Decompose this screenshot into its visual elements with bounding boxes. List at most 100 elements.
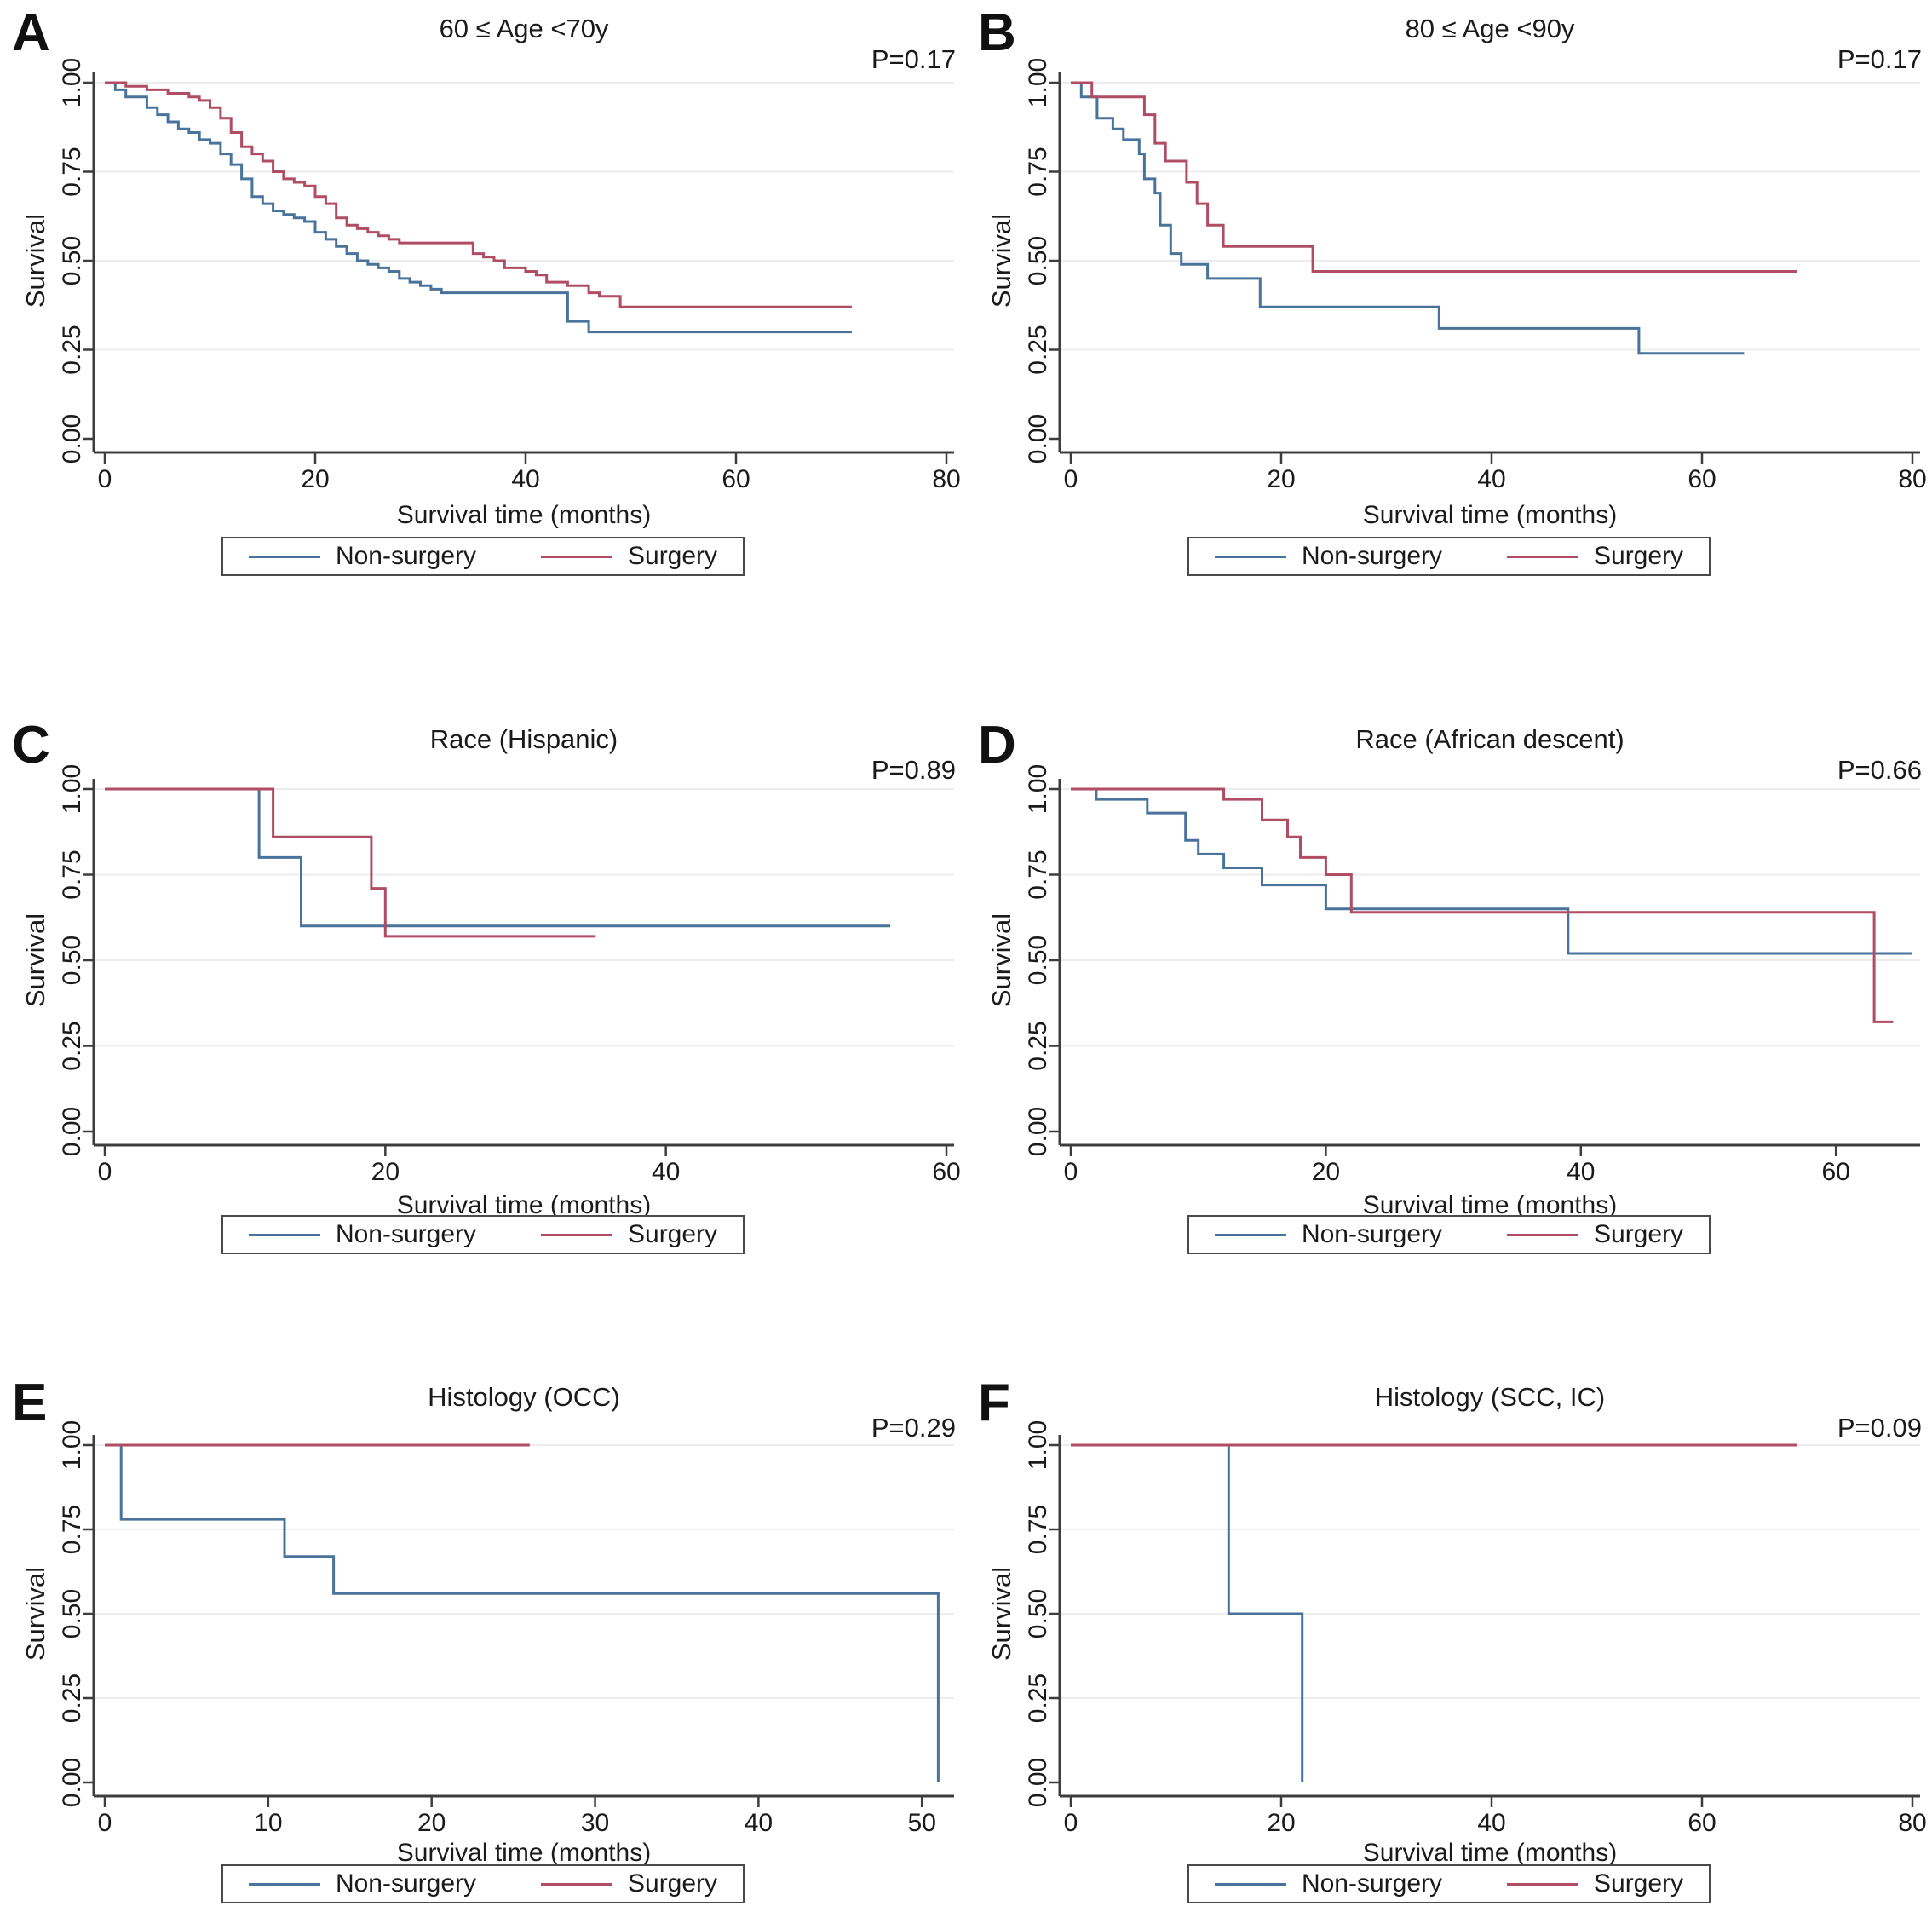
non-surgery-curve (105, 1443, 940, 1782)
x-axis-title: Survival time (months) (396, 1839, 652, 1867)
surgery-curve (1071, 81, 1797, 273)
x-tick-label: 40 (652, 1158, 680, 1186)
x-axis-title: Survival time (months) (1362, 501, 1618, 529)
y-tick-label: 1.00 (1024, 764, 1052, 814)
legend-label-non-surgery: Non-surgery (1301, 1220, 1442, 1248)
x-tick-label: 40 (511, 465, 539, 493)
y-tick-label: 0.00 (58, 414, 86, 464)
non-surgery-line-swatch (1214, 1882, 1286, 1886)
y-tick-label: 0.75 (1024, 1505, 1052, 1554)
y-tick-label: 0.50 (1024, 936, 1052, 985)
x-tick-label: 60 (1821, 1158, 1849, 1186)
y-tick-label: 0.25 (1024, 1021, 1052, 1070)
x-tick-label: 20 (1312, 1158, 1340, 1186)
series (1071, 787, 1912, 1023)
non-surgery-line-swatch (248, 1233, 320, 1236)
surgery-line-swatch (1507, 555, 1578, 558)
legend-label-surgery: Surgery (1594, 1220, 1684, 1248)
panel-letter: F (978, 1374, 1010, 1432)
legend: Non-surgery Surgery (966, 1215, 1932, 1254)
x-tick-label: 60 (932, 1158, 960, 1186)
panel-letter: A (12, 3, 50, 62)
surgery-line-swatch (1507, 1233, 1578, 1236)
x-tick-label: 40 (1477, 465, 1505, 493)
x-axis-title: Survival time (months) (1362, 1839, 1618, 1867)
panel-title: Race (Hispanic) (429, 724, 618, 754)
legend-box: Non-surgery Surgery (221, 1215, 745, 1254)
x-tick-label: 40 (1567, 1158, 1595, 1186)
km-panel: C Race (Hispanic) P=0.89 Survival 0.00 0.… (0, 637, 966, 1275)
non-surgery-curve (105, 787, 891, 928)
x-tick-label: 0 (1064, 465, 1078, 493)
panel-letter: D (978, 716, 1016, 775)
non-surgery-curve (105, 81, 852, 334)
legend: Non-surgery Surgery (966, 537, 1932, 576)
surgery-curve (105, 81, 852, 308)
y-tick-label: 0.50 (58, 936, 86, 985)
tick-marks: 0.00 0.25 0.50 0.75 1.00 0 20 40 60 80 (1024, 58, 1927, 493)
x-tick-label: 0 (1064, 1158, 1078, 1186)
axes (92, 1435, 954, 1798)
p-value-annotation: P=0.17 (1837, 44, 1922, 74)
y-tick-label: 0.50 (1024, 1589, 1052, 1638)
legend: Non-surgery Surgery (0, 1215, 966, 1254)
legend-label-surgery: Surgery (1594, 1869, 1684, 1898)
non-surgery-curve (1071, 787, 1912, 955)
legend-label-non-surgery: Non-surgery (335, 1220, 476, 1248)
legend-box: Non-surgery Surgery (1187, 1864, 1711, 1903)
legend-label-non-surgery: Non-surgery (335, 542, 476, 570)
y-tick-label: 0.25 (1024, 325, 1052, 374)
y-tick-label: 0.75 (58, 1505, 86, 1554)
y-tick-label: 0.50 (1024, 236, 1052, 285)
survival-plot: 0.00 0.25 0.50 0.75 1.00 0 20 40 60 (1024, 764, 1920, 1186)
panel-title: Histology (SCC, IC) (1374, 1382, 1606, 1412)
surgery-line-swatch (1507, 1882, 1578, 1886)
legend-box: Non-surgery Surgery (1187, 537, 1711, 576)
legend-box: Non-surgery Surgery (1187, 1215, 1711, 1254)
p-value-annotation: P=0.89 (871, 755, 956, 785)
tick-marks: 0.00 0.25 0.50 0.75 1.00 0 10 20 30 40 50 (58, 1420, 936, 1837)
panel-letter: B (978, 3, 1016, 62)
y-tick-label: 1.00 (1024, 58, 1052, 107)
legend-label-non-surgery: Non-surgery (1301, 542, 1442, 570)
km-panel: D Race (African descent) P=0.66 Survival… (966, 637, 1932, 1275)
y-tick-label: 1.00 (1024, 1420, 1052, 1470)
km-panel: E Histology (OCC) P=0.29 Survival 0.00 0.… (0, 1275, 966, 1912)
y-tick-label: 0.50 (58, 1589, 86, 1638)
km-panel: B 80 ≤ Age <90y P=0.17 Survival 0.00 0.25… (966, 0, 1932, 637)
y-tick-label: 0.50 (58, 236, 86, 285)
tick-marks: 0.00 0.25 0.50 0.75 1.00 0 20 40 60 (58, 764, 961, 1186)
x-tick-label: 30 (581, 1809, 609, 1837)
x-tick-label: 60 (1688, 465, 1716, 493)
legend: Non-surgery Surgery (0, 537, 966, 576)
panel-letter: C (12, 716, 50, 775)
x-tick-label: 60 (1688, 1809, 1716, 1837)
x-tick-label: 20 (301, 465, 329, 493)
x-tick-label: 20 (371, 1158, 400, 1186)
y-tick-label: 0.25 (58, 325, 86, 374)
legend-label-surgery: Surgery (628, 1220, 718, 1248)
p-value-annotation: P=0.29 (871, 1413, 956, 1443)
non-surgery-line-swatch (248, 1882, 320, 1886)
km-panel: F Histology (SCC, IC) P=0.09 Survival 0.… (966, 1275, 1932, 1912)
x-tick-label: 80 (1898, 1809, 1926, 1837)
series (105, 787, 891, 938)
p-value-annotation: P=0.66 (1837, 755, 1922, 785)
non-surgery-line-swatch (1214, 1233, 1286, 1236)
panel-title: 60 ≤ Age <70y (439, 14, 609, 43)
x-tick-label: 0 (98, 1158, 112, 1186)
gridlines (1060, 82, 1920, 351)
axes (1058, 779, 1920, 1147)
survival-plot: 0.00 0.25 0.50 0.75 1.00 0 20 40 60 80 (58, 58, 961, 493)
legend-box: Non-surgery Surgery (221, 537, 745, 576)
surgery-line-swatch (541, 1233, 612, 1236)
y-tick-label: 0.75 (1024, 849, 1052, 899)
axes (92, 72, 954, 454)
non-surgery-curve (1071, 81, 1745, 355)
legend: Non-surgery Surgery (0, 1864, 966, 1903)
gridlines (94, 1444, 954, 1699)
panel-title: Race (African descent) (1355, 724, 1624, 754)
survival-plot: 0.00 0.25 0.50 0.75 1.00 0 10 20 30 40 50 (58, 1420, 954, 1837)
gridlines (94, 788, 954, 1047)
y-tick-label: 0.75 (58, 849, 86, 899)
